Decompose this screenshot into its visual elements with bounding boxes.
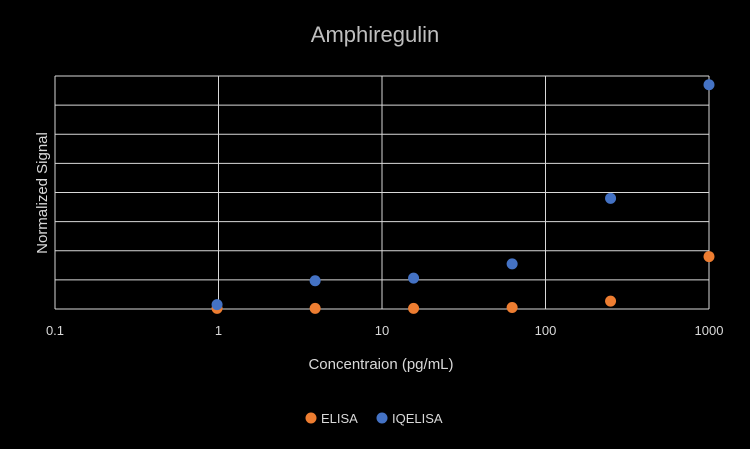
elisa-point — [605, 295, 617, 307]
x-tick-label: 100 — [535, 323, 557, 338]
iqelisa-point — [408, 272, 420, 284]
legend-item-iqelisa: IQELISA — [376, 411, 443, 426]
chart-title: Amphiregulin — [311, 22, 439, 47]
y-axis-title: Normalized Signal — [34, 132, 51, 254]
iqelisa-point — [605, 192, 617, 204]
x-tick-label: 0.1 — [46, 323, 64, 338]
iqelisa-point — [703, 79, 715, 91]
elisa-point — [408, 302, 420, 314]
legend: ELISA IQELISA — [305, 411, 443, 426]
gridlines — [54, 75, 710, 310]
legend-marker-elisa — [305, 412, 317, 424]
iqelisa-point — [506, 258, 518, 270]
iqelisa-point — [309, 275, 321, 287]
elisa-point — [506, 302, 518, 314]
elisa-point — [703, 251, 715, 263]
elisa-point — [309, 302, 321, 314]
legend-item-elisa: ELISA — [305, 411, 358, 426]
x-tick-label: 10 — [375, 323, 389, 338]
legend-marker-iqelisa — [376, 412, 388, 424]
legend-label-iqelisa: IQELISA — [392, 411, 443, 426]
legend-label-elisa: ELISA — [321, 411, 358, 426]
data-points — [211, 79, 715, 314]
x-tick-label: 1000 — [695, 323, 724, 338]
x-axis-title: Concentraion (pg/mL) — [308, 356, 453, 373]
iqelisa-point — [211, 299, 223, 311]
x-tick-label: 1 — [215, 323, 222, 338]
x-tick-labels: 0.1 1 10 100 1000 — [46, 323, 724, 338]
